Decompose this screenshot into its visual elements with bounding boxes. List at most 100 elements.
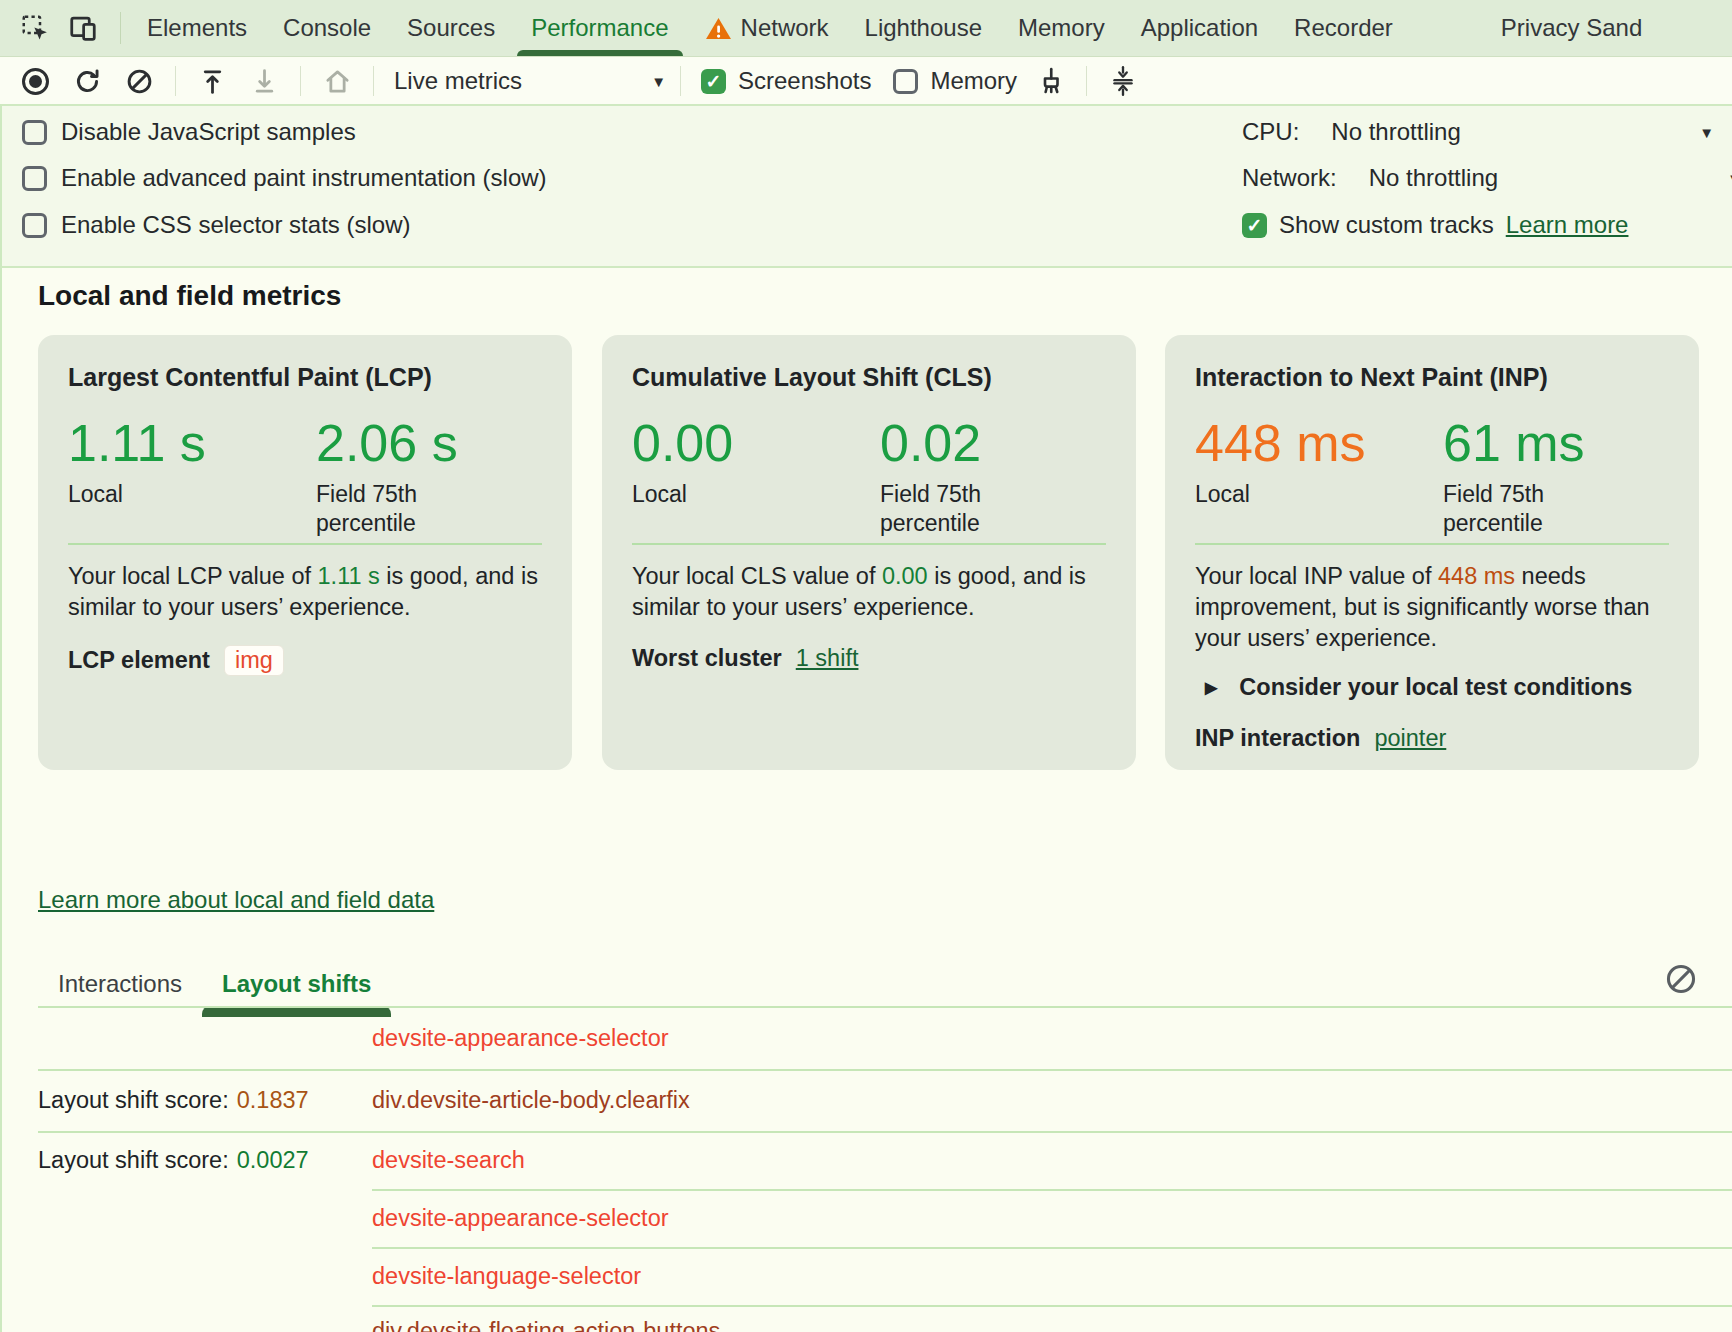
divider	[373, 66, 374, 96]
tab-sources[interactable]: Sources	[389, 0, 513, 57]
layout-shift-row: div.devsite-floating-action-buttons	[38, 1318, 1732, 1332]
divider	[300, 66, 301, 96]
field-label: Field 75th percentile	[1443, 480, 1603, 538]
cls-card: Cumulative Layout Shift (CLS) 0.00 Local…	[602, 335, 1136, 770]
cpu-throttling-select[interactable]: CPU: No throttling ▼	[1242, 118, 1714, 146]
local-label: Local	[68, 480, 228, 509]
devtools-tabbar: Elements Console Sources Performance Net…	[0, 0, 1732, 57]
tab-network[interactable]: Network	[687, 0, 847, 57]
device-toolbar-icon[interactable]	[66, 11, 100, 45]
tab-performance[interactable]: Performance	[513, 0, 686, 57]
gc-brush-icon[interactable]	[1033, 64, 1067, 98]
checkbox-checked-icon[interactable]: ✓	[701, 69, 726, 94]
divider	[680, 66, 681, 96]
checkbox-label: Disable JavaScript samples	[61, 118, 356, 146]
live-metrics-label: Live metrics	[394, 67, 522, 95]
cls-local-value: 0.00	[632, 413, 880, 473]
card-title: Cumulative Layout Shift (CLS)	[632, 363, 1106, 401]
score-label: Layout shift score:	[38, 1087, 229, 1114]
score-value: 0.1837	[237, 1087, 309, 1114]
layout-shift-row: devsite-language-selector	[38, 1247, 1732, 1305]
tab-interactions[interactable]: Interactions	[38, 962, 202, 1006]
inspect-icon[interactable]	[18, 11, 52, 45]
inp-interaction-label: INP interaction	[1195, 725, 1360, 752]
node-link[interactable]: devsite-search	[372, 1147, 525, 1174]
checkbox-unchecked-icon[interactable]	[22, 213, 47, 238]
score-value: 0.0027	[237, 1147, 309, 1174]
inp-description: Your local INP value of 448 ms needs imp…	[1195, 561, 1669, 654]
tab-application[interactable]: Application	[1123, 0, 1276, 57]
desc-text: Your local LCP value of	[68, 563, 318, 589]
reload-icon[interactable]	[70, 64, 104, 98]
disclosure-label: Consider your local test conditions	[1239, 674, 1632, 701]
card-title: Largest Contentful Paint (LCP)	[68, 363, 542, 401]
node-link[interactable]: div.devsite-floating-action-buttons	[372, 1318, 720, 1332]
local-test-conditions-disclosure[interactable]: ▶ Consider your local test conditions	[1195, 674, 1669, 701]
divider	[1086, 66, 1087, 96]
tab-memory[interactable]: Memory	[1000, 0, 1123, 57]
learn-more-field-data-link[interactable]: Learn more about local and field data	[38, 886, 434, 914]
lcp-card: Largest Contentful Paint (LCP) 1.11 s Lo…	[38, 335, 572, 770]
layout-shift-row: devsite-appearance-selector	[38, 1007, 1732, 1069]
lcp-element-label: LCP element	[68, 647, 210, 674]
export-icon[interactable]	[247, 64, 281, 98]
home-icon[interactable]	[320, 64, 354, 98]
lcp-local-value: 1.11 s	[68, 413, 316, 473]
lcp-field-value: 2.06 s	[316, 413, 536, 473]
tab-lighthouse[interactable]: Lighthouse	[847, 0, 1000, 57]
tab-elements[interactable]: Elements	[129, 0, 265, 57]
tab-console[interactable]: Console	[265, 0, 389, 57]
checkbox-checked-icon[interactable]: ✓	[1242, 213, 1267, 238]
divider	[175, 66, 176, 96]
live-metrics-select[interactable]: Live metrics ▼	[394, 67, 666, 95]
memory-label: Memory	[930, 67, 1017, 95]
lcp-element-node-link[interactable]: img	[224, 645, 284, 676]
network-throttling-select[interactable]: Network: No throttling ▼	[1242, 164, 1732, 192]
checkbox-unchecked-icon[interactable]	[893, 69, 918, 94]
screenshots-label: Screenshots	[738, 67, 871, 95]
network-label: Network:	[1242, 164, 1337, 192]
desc-value: 1.11 s	[318, 563, 380, 589]
disable-js-samples-checkbox[interactable]: Disable JavaScript samples	[22, 118, 356, 146]
inp-interaction-link[interactable]: pointer	[1374, 725, 1446, 752]
collapse-icon[interactable]	[1106, 64, 1140, 98]
checkbox-unchecked-icon[interactable]	[22, 166, 47, 191]
worst-cluster-label: Worst cluster	[632, 645, 782, 672]
live-metrics-view: Local and field metrics Largest Contentf…	[0, 268, 1732, 1332]
desc-value: 448 ms	[1438, 563, 1515, 589]
node-link[interactable]: div.devsite-article-body.clearfix	[372, 1087, 690, 1114]
logs-header: Interactions Layout shifts	[2, 962, 1732, 1006]
screenshots-toggle[interactable]: ✓ Screenshots	[701, 67, 871, 95]
performance-toolbar: Live metrics ▼ ✓ Screenshots Memory	[0, 58, 1732, 104]
css-selector-stats-checkbox[interactable]: Enable CSS selector stats (slow)	[22, 211, 410, 239]
field-label: Field 75th percentile	[316, 480, 476, 538]
tab-privacy-sandbox[interactable]: Privacy Sand	[1483, 0, 1660, 57]
inp-local-value: 448 ms	[1195, 413, 1443, 473]
record-icon[interactable]	[18, 64, 52, 98]
divider	[68, 543, 542, 545]
clear-log-icon[interactable]	[1664, 962, 1698, 996]
show-custom-tracks-checkbox[interactable]: ✓ Show custom tracks Learn more	[1242, 211, 1628, 239]
disclosure-triangle-icon: ▶	[1205, 678, 1217, 697]
card-title: Interaction to Next Paint (INP)	[1195, 363, 1669, 401]
import-icon[interactable]	[195, 64, 229, 98]
node-link[interactable]: devsite-appearance-selector	[372, 1025, 669, 1052]
network-value: No throttling	[1369, 164, 1498, 192]
block-icon[interactable]	[122, 64, 156, 98]
advanced-paint-checkbox[interactable]: Enable advanced paint instrumentation (s…	[22, 164, 547, 192]
node-link[interactable]: devsite-language-selector	[372, 1263, 641, 1290]
learn-more-link[interactable]: Learn more	[1506, 211, 1629, 239]
link-text[interactable]: Learn more about local and field data	[38, 886, 434, 913]
tab-recorder[interactable]: Recorder	[1276, 0, 1411, 57]
local-label: Local	[632, 480, 792, 509]
cpu-label: CPU:	[1242, 118, 1299, 146]
memory-toggle[interactable]: Memory	[893, 67, 1017, 95]
divider	[1195, 543, 1669, 545]
tab-network-label: Network	[741, 14, 829, 42]
worst-cluster-link[interactable]: 1 shift	[796, 645, 859, 672]
node-link[interactable]: devsite-appearance-selector	[372, 1205, 669, 1232]
cls-field-value: 0.02	[880, 413, 1100, 473]
custom-tracks-label: Show custom tracks	[1279, 211, 1494, 239]
tab-layout-shifts[interactable]: Layout shifts	[202, 962, 391, 1006]
checkbox-unchecked-icon[interactable]	[22, 120, 47, 145]
